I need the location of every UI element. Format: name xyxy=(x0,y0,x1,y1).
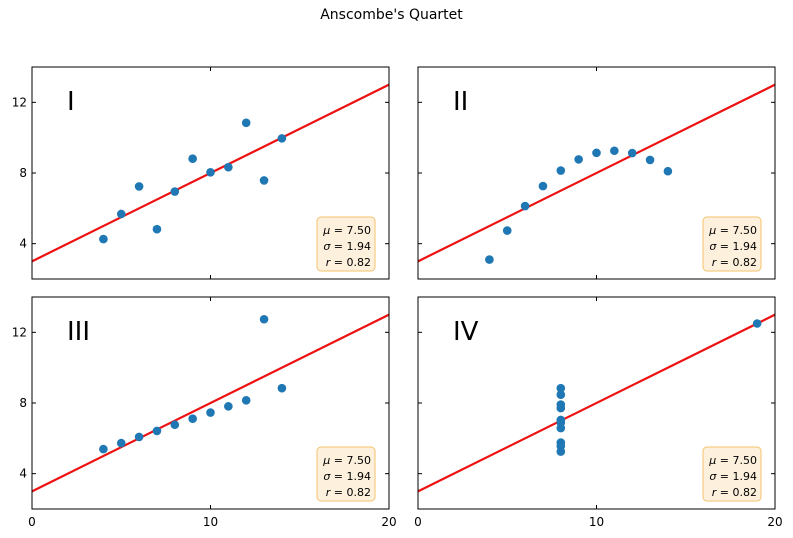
data-point xyxy=(206,408,215,417)
y-tick-label: 4 xyxy=(19,467,27,481)
data-point xyxy=(259,176,269,185)
panel-1: 4 8 12 Iμ = 7.50 σ = 1.94 r = 0.82 xyxy=(12,66,390,280)
panel-2: II μ = 7.50 σ = 1.94 r = 0.82 xyxy=(417,66,776,280)
data-point xyxy=(170,187,180,196)
data-point xyxy=(556,390,566,399)
stats-line: μ = 7.50 xyxy=(708,454,757,467)
data-point xyxy=(134,432,144,442)
data-point xyxy=(259,314,269,324)
data-point xyxy=(99,444,108,454)
data-point xyxy=(116,209,126,219)
data-point xyxy=(610,146,619,156)
figure-title: Anscombe's Quartet xyxy=(320,7,463,23)
data-point xyxy=(502,226,512,235)
stats-line: σ = 1.94 xyxy=(323,240,371,253)
panel-label: II xyxy=(453,87,468,117)
stats-line: μ = 7.50 xyxy=(322,224,371,237)
x-tick-label: 10 xyxy=(589,515,604,529)
panel-label: I xyxy=(67,87,75,117)
data-point xyxy=(556,383,566,393)
y-tick-label: 8 xyxy=(19,396,27,410)
data-point xyxy=(116,438,126,448)
x-tick-label: 20 xyxy=(767,515,782,529)
data-point xyxy=(188,154,197,163)
stats-box xyxy=(702,216,762,272)
data-point xyxy=(627,148,637,158)
stats-line: r = 0.82 xyxy=(326,256,371,269)
fit-line xyxy=(32,313,389,493)
stats-line: σ = 1.94 xyxy=(709,470,757,483)
data-point xyxy=(224,402,233,411)
panel-label: III xyxy=(67,317,90,347)
data-point xyxy=(134,182,144,191)
data-point xyxy=(277,383,287,393)
data-point xyxy=(556,441,566,451)
stats-box xyxy=(702,446,762,502)
data-point xyxy=(241,118,251,128)
data-point xyxy=(520,201,530,211)
data-point xyxy=(170,420,180,430)
y-tick-label: 12 xyxy=(12,95,27,109)
y-tick-label: 12 xyxy=(12,325,27,339)
data-point xyxy=(241,396,251,405)
stats-line: r = 0.82 xyxy=(712,256,757,269)
data-point xyxy=(574,155,583,164)
stats-line: μ = 7.50 xyxy=(322,454,371,467)
data-point xyxy=(277,134,287,143)
fit-line xyxy=(418,313,775,493)
x-tick-label: 0 xyxy=(28,515,36,529)
stats-line: r = 0.82 xyxy=(712,486,757,499)
data-point xyxy=(99,234,108,244)
data-point xyxy=(206,167,215,177)
data-point xyxy=(224,162,233,172)
data-point xyxy=(188,414,197,424)
data-point xyxy=(663,166,673,176)
panel-label: IV xyxy=(453,317,479,347)
data-point xyxy=(485,255,494,264)
x-tick-label: 10 xyxy=(203,515,218,529)
stats-line: σ = 1.94 xyxy=(323,470,371,483)
panel-3: 0 10 20 4 8 12 III μ = 7.50 σ = 1.94 r = 0.82 xyxy=(12,296,397,529)
data-point xyxy=(538,181,548,191)
data-point xyxy=(152,224,162,234)
data-point xyxy=(556,166,566,175)
data-point xyxy=(752,319,762,328)
stats-box xyxy=(316,446,376,502)
stats-line: μ = 7.50 xyxy=(708,224,757,237)
y-tick-label: 8 xyxy=(19,166,27,180)
fit-line xyxy=(418,83,775,263)
data-point xyxy=(556,400,566,409)
data-point xyxy=(592,148,601,158)
data-point xyxy=(152,426,162,436)
data-point xyxy=(645,155,655,165)
stats-line: σ = 1.94 xyxy=(709,240,757,253)
x-tick-label: 0 xyxy=(414,515,422,529)
panel-4: 0 10 20 IV μ = 7.50 σ = 1.94 r = 0.82 xyxy=(414,296,783,529)
y-tick-label: 4 xyxy=(19,237,27,251)
x-tick-label: 20 xyxy=(381,515,396,529)
stats-box xyxy=(316,216,376,272)
data-point xyxy=(556,418,566,427)
stats-line: r = 0.82 xyxy=(326,486,371,499)
